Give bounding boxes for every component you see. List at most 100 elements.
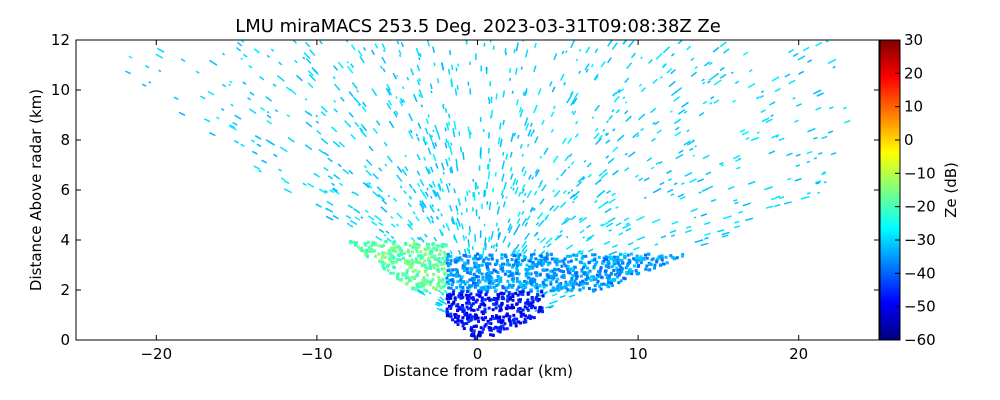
echo-cell bbox=[537, 260, 541, 264]
echo-cell bbox=[441, 256, 445, 260]
echo-cell bbox=[639, 255, 643, 259]
echo-cell bbox=[294, 59, 298, 64]
echo-cell bbox=[572, 97, 578, 105]
echo-cell bbox=[453, 188, 456, 194]
echo-cell bbox=[468, 190, 471, 193]
echo-cell bbox=[441, 277, 445, 281]
echo-cell bbox=[380, 244, 384, 248]
echo-cell bbox=[487, 281, 491, 285]
echo-cell bbox=[675, 256, 679, 260]
echo-cell bbox=[449, 293, 453, 297]
echo-cell bbox=[529, 207, 535, 213]
echo-cell bbox=[480, 296, 484, 300]
echo-cell bbox=[694, 145, 697, 148]
echo-cell bbox=[701, 78, 705, 82]
echo-cell bbox=[468, 130, 471, 139]
echo-cell bbox=[732, 99, 736, 103]
echo-cell bbox=[173, 96, 179, 101]
echo-cell bbox=[815, 106, 822, 111]
echo-cell bbox=[440, 231, 444, 236]
echo-cell bbox=[354, 216, 361, 221]
echo-cell bbox=[391, 271, 395, 275]
echo-cell bbox=[467, 294, 471, 298]
echo-cell bbox=[475, 209, 478, 216]
echo-cell bbox=[411, 286, 415, 290]
echo-cell bbox=[456, 303, 460, 307]
echo-cell bbox=[416, 260, 420, 264]
echo-cell bbox=[441, 262, 445, 266]
echo-cell bbox=[541, 262, 545, 266]
echo-cell bbox=[526, 308, 530, 312]
echo-cell bbox=[768, 150, 776, 155]
echo-cell bbox=[479, 291, 483, 295]
echo-cell bbox=[396, 212, 403, 219]
echo-cell bbox=[373, 241, 377, 245]
echo-cell bbox=[765, 118, 773, 124]
echo-cell bbox=[327, 175, 334, 180]
echo-cell bbox=[465, 290, 469, 294]
echo-cell bbox=[488, 321, 492, 325]
echo-cell bbox=[450, 283, 454, 287]
echo-cell bbox=[507, 297, 511, 301]
echo-cell bbox=[280, 177, 286, 181]
echo-cell bbox=[305, 41, 311, 48]
echo-cell bbox=[490, 96, 493, 104]
echo-cell bbox=[607, 276, 611, 280]
echo-cell bbox=[399, 185, 403, 189]
echo-cell bbox=[426, 187, 429, 191]
echo-cell bbox=[469, 328, 473, 332]
echo-cell bbox=[447, 300, 451, 304]
echo-cell bbox=[533, 263, 537, 267]
echo-cell bbox=[583, 262, 587, 266]
echo-cell bbox=[441, 62, 444, 70]
echo-cell bbox=[228, 83, 232, 87]
echo-cell bbox=[516, 260, 520, 264]
echo-cell bbox=[448, 113, 451, 119]
echo-cell bbox=[685, 225, 692, 229]
echo-cell bbox=[432, 46, 436, 54]
echo-cell bbox=[413, 275, 417, 279]
echo-cell bbox=[666, 67, 673, 74]
echo-cell bbox=[420, 255, 424, 259]
echo-cell bbox=[467, 248, 471, 255]
echo-cell bbox=[537, 212, 544, 220]
echo-cell bbox=[528, 265, 532, 269]
echo-cell bbox=[511, 90, 514, 94]
echo-cell bbox=[508, 68, 512, 74]
echo-cell bbox=[607, 281, 611, 285]
echo-cell bbox=[500, 301, 504, 305]
echo-cell bbox=[576, 250, 584, 255]
echo-cell bbox=[616, 134, 625, 142]
echo-cell bbox=[674, 126, 680, 131]
echo-cell bbox=[602, 128, 606, 132]
echo-cell bbox=[445, 311, 449, 315]
echo-cell bbox=[638, 113, 646, 121]
echo-cell bbox=[494, 306, 498, 310]
echo-cell bbox=[478, 165, 481, 171]
echo-cell bbox=[607, 259, 611, 263]
echo-cell bbox=[506, 304, 510, 308]
echo-cell bbox=[490, 257, 494, 261]
echo-cell bbox=[467, 316, 471, 320]
echo-cell bbox=[606, 189, 611, 194]
echo-cell bbox=[451, 64, 454, 71]
echo-cell bbox=[515, 42, 519, 52]
echo-cell bbox=[813, 89, 822, 95]
echo-cell bbox=[386, 263, 390, 267]
echo-cell bbox=[412, 211, 416, 215]
echo-cell bbox=[422, 136, 426, 140]
echo-cell bbox=[473, 313, 477, 317]
echo-cell bbox=[446, 293, 450, 297]
echo-cell bbox=[451, 292, 455, 296]
echo-cell bbox=[488, 201, 492, 211]
echo-cell bbox=[431, 141, 436, 150]
echo-cell bbox=[372, 190, 380, 198]
echo-cell bbox=[468, 283, 472, 287]
echo-cell bbox=[697, 178, 704, 183]
echo-cell bbox=[505, 196, 508, 199]
echo-cell bbox=[419, 52, 422, 58]
echo-cell bbox=[564, 290, 569, 294]
echo-cell bbox=[423, 270, 427, 274]
echo-cell bbox=[266, 119, 273, 125]
echo-cell bbox=[471, 246, 474, 251]
